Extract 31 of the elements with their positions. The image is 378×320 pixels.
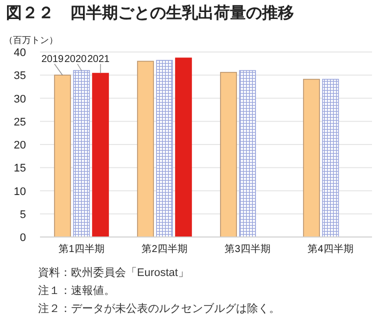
y-tick-label: 35: [14, 70, 26, 82]
text: 資料：欧州委員会「Eurostat」: [38, 266, 189, 279]
bar: [239, 70, 256, 238]
series-label: 2019: [41, 54, 64, 65]
text: 注２：データが未公表のルクセンブルグは除く。: [38, 302, 280, 315]
y-tick-label: 5: [20, 208, 26, 221]
bar: [303, 78, 320, 238]
bar: [322, 78, 339, 238]
bar: [220, 72, 237, 238]
y-axis-title: （百万トン）: [4, 35, 58, 45]
bar: [54, 74, 71, 238]
y-tick-label: 0: [20, 232, 26, 244]
y-tick-label: 40: [14, 47, 26, 59]
y-tick-label: 20: [14, 140, 26, 152]
series-label: 2020: [64, 54, 88, 65]
y-tick-label: 10: [14, 186, 26, 198]
bar: [92, 72, 109, 238]
y-tick-label: 30: [14, 93, 26, 106]
x-tick-label: 第2四半期: [142, 243, 188, 255]
x-tick-label: 第3四半期: [224, 243, 270, 255]
series-label: 2021: [87, 54, 110, 65]
text: 注１：速報値。: [38, 284, 115, 297]
x-tick-label: 第1四半期: [58, 243, 104, 255]
bar: [137, 60, 154, 238]
y-tick-label: 25: [14, 116, 26, 128]
bar: [156, 60, 173, 238]
y-tick-label: 15: [14, 162, 26, 175]
x-tick-label: 第4四半期: [308, 243, 354, 255]
bar: [175, 58, 192, 238]
chart-title: 図２２ 四半期ごとの生乳出荷量の推移: [6, 4, 294, 22]
bar: [73, 70, 90, 238]
